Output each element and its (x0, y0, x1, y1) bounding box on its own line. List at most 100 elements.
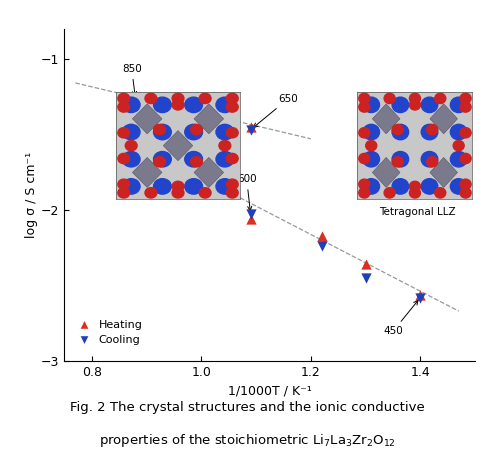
Circle shape (392, 157, 403, 167)
Circle shape (118, 153, 130, 164)
Circle shape (435, 93, 446, 104)
Circle shape (172, 100, 184, 110)
Text: Fig. 2 The crystal structures and the ionic conductive: Fig. 2 The crystal structures and the io… (70, 401, 425, 414)
Circle shape (226, 102, 238, 112)
Circle shape (125, 141, 137, 151)
Circle shape (145, 188, 157, 198)
Circle shape (435, 188, 446, 198)
Point (318, 242, 326, 250)
Circle shape (392, 179, 409, 194)
Point (247, 210, 254, 218)
Circle shape (172, 93, 184, 104)
Polygon shape (133, 104, 162, 134)
Circle shape (172, 181, 184, 191)
Circle shape (409, 181, 420, 191)
Circle shape (460, 102, 471, 112)
Circle shape (363, 124, 380, 140)
Circle shape (216, 179, 234, 194)
Point (214, 111, 222, 118)
Circle shape (359, 179, 370, 190)
Circle shape (460, 188, 471, 198)
Polygon shape (430, 104, 457, 134)
Circle shape (421, 97, 438, 113)
Circle shape (409, 93, 420, 104)
Circle shape (427, 124, 438, 135)
Circle shape (185, 97, 202, 113)
Text: Tetragonal LLZ: Tetragonal LLZ (379, 207, 456, 217)
Polygon shape (372, 157, 400, 188)
Circle shape (216, 152, 234, 167)
Circle shape (450, 179, 467, 194)
Point (416, 294, 424, 301)
Circle shape (421, 179, 438, 194)
Polygon shape (133, 157, 162, 188)
Circle shape (359, 128, 370, 138)
Point (184, 112, 192, 119)
Circle shape (153, 97, 171, 113)
Circle shape (453, 141, 464, 151)
Y-axis label: log σ / S cm⁻¹: log σ / S cm⁻¹ (25, 152, 38, 238)
Circle shape (384, 188, 395, 198)
Circle shape (216, 97, 234, 113)
Circle shape (363, 152, 380, 167)
Circle shape (392, 152, 409, 167)
Circle shape (409, 100, 420, 110)
Circle shape (216, 124, 234, 140)
Circle shape (450, 97, 467, 113)
Circle shape (392, 124, 403, 135)
Point (247, 126, 254, 133)
Circle shape (450, 152, 467, 167)
Point (159, 100, 167, 108)
Legend: Heating, Cooling: Heating, Cooling (70, 316, 146, 349)
Circle shape (363, 97, 380, 113)
Circle shape (363, 179, 380, 194)
Circle shape (118, 102, 130, 112)
Polygon shape (194, 104, 224, 134)
Circle shape (153, 124, 165, 135)
Circle shape (118, 128, 130, 138)
Circle shape (226, 93, 238, 104)
X-axis label: 1/1000T / K⁻¹: 1/1000T / K⁻¹ (228, 384, 312, 398)
Circle shape (199, 188, 211, 198)
Point (184, 106, 192, 114)
Point (247, 124, 254, 131)
Circle shape (421, 152, 438, 167)
Circle shape (122, 97, 140, 113)
Circle shape (118, 188, 130, 198)
Circle shape (191, 157, 202, 167)
Text: properties of the stoichiometric Li$_7$La$_3$Zr$_2$O$_{12}$: properties of the stoichiometric Li$_7$L… (99, 432, 396, 449)
Circle shape (460, 153, 471, 164)
Circle shape (153, 152, 171, 167)
Point (132, 103, 140, 111)
Point (132, 96, 140, 104)
Circle shape (359, 93, 370, 104)
Circle shape (359, 153, 370, 164)
Text: 850: 850 (122, 64, 142, 95)
Circle shape (450, 124, 467, 140)
Point (318, 232, 326, 239)
Circle shape (226, 128, 238, 138)
Circle shape (199, 93, 211, 104)
Circle shape (226, 153, 238, 164)
Circle shape (460, 128, 471, 138)
Point (214, 115, 222, 123)
Text: 600: 600 (237, 174, 256, 210)
Circle shape (219, 141, 231, 151)
Text: 450: 450 (383, 301, 418, 336)
Circle shape (185, 124, 202, 140)
Circle shape (226, 188, 238, 198)
Circle shape (226, 179, 238, 190)
Circle shape (118, 93, 130, 104)
Circle shape (118, 179, 130, 190)
Circle shape (421, 124, 438, 140)
Polygon shape (163, 131, 193, 161)
Circle shape (392, 97, 409, 113)
Circle shape (153, 124, 171, 140)
Point (159, 108, 167, 115)
Circle shape (384, 93, 395, 104)
Polygon shape (430, 157, 457, 188)
Circle shape (366, 141, 377, 151)
Text: 650: 650 (253, 94, 297, 127)
Circle shape (185, 152, 202, 167)
Circle shape (122, 124, 140, 140)
